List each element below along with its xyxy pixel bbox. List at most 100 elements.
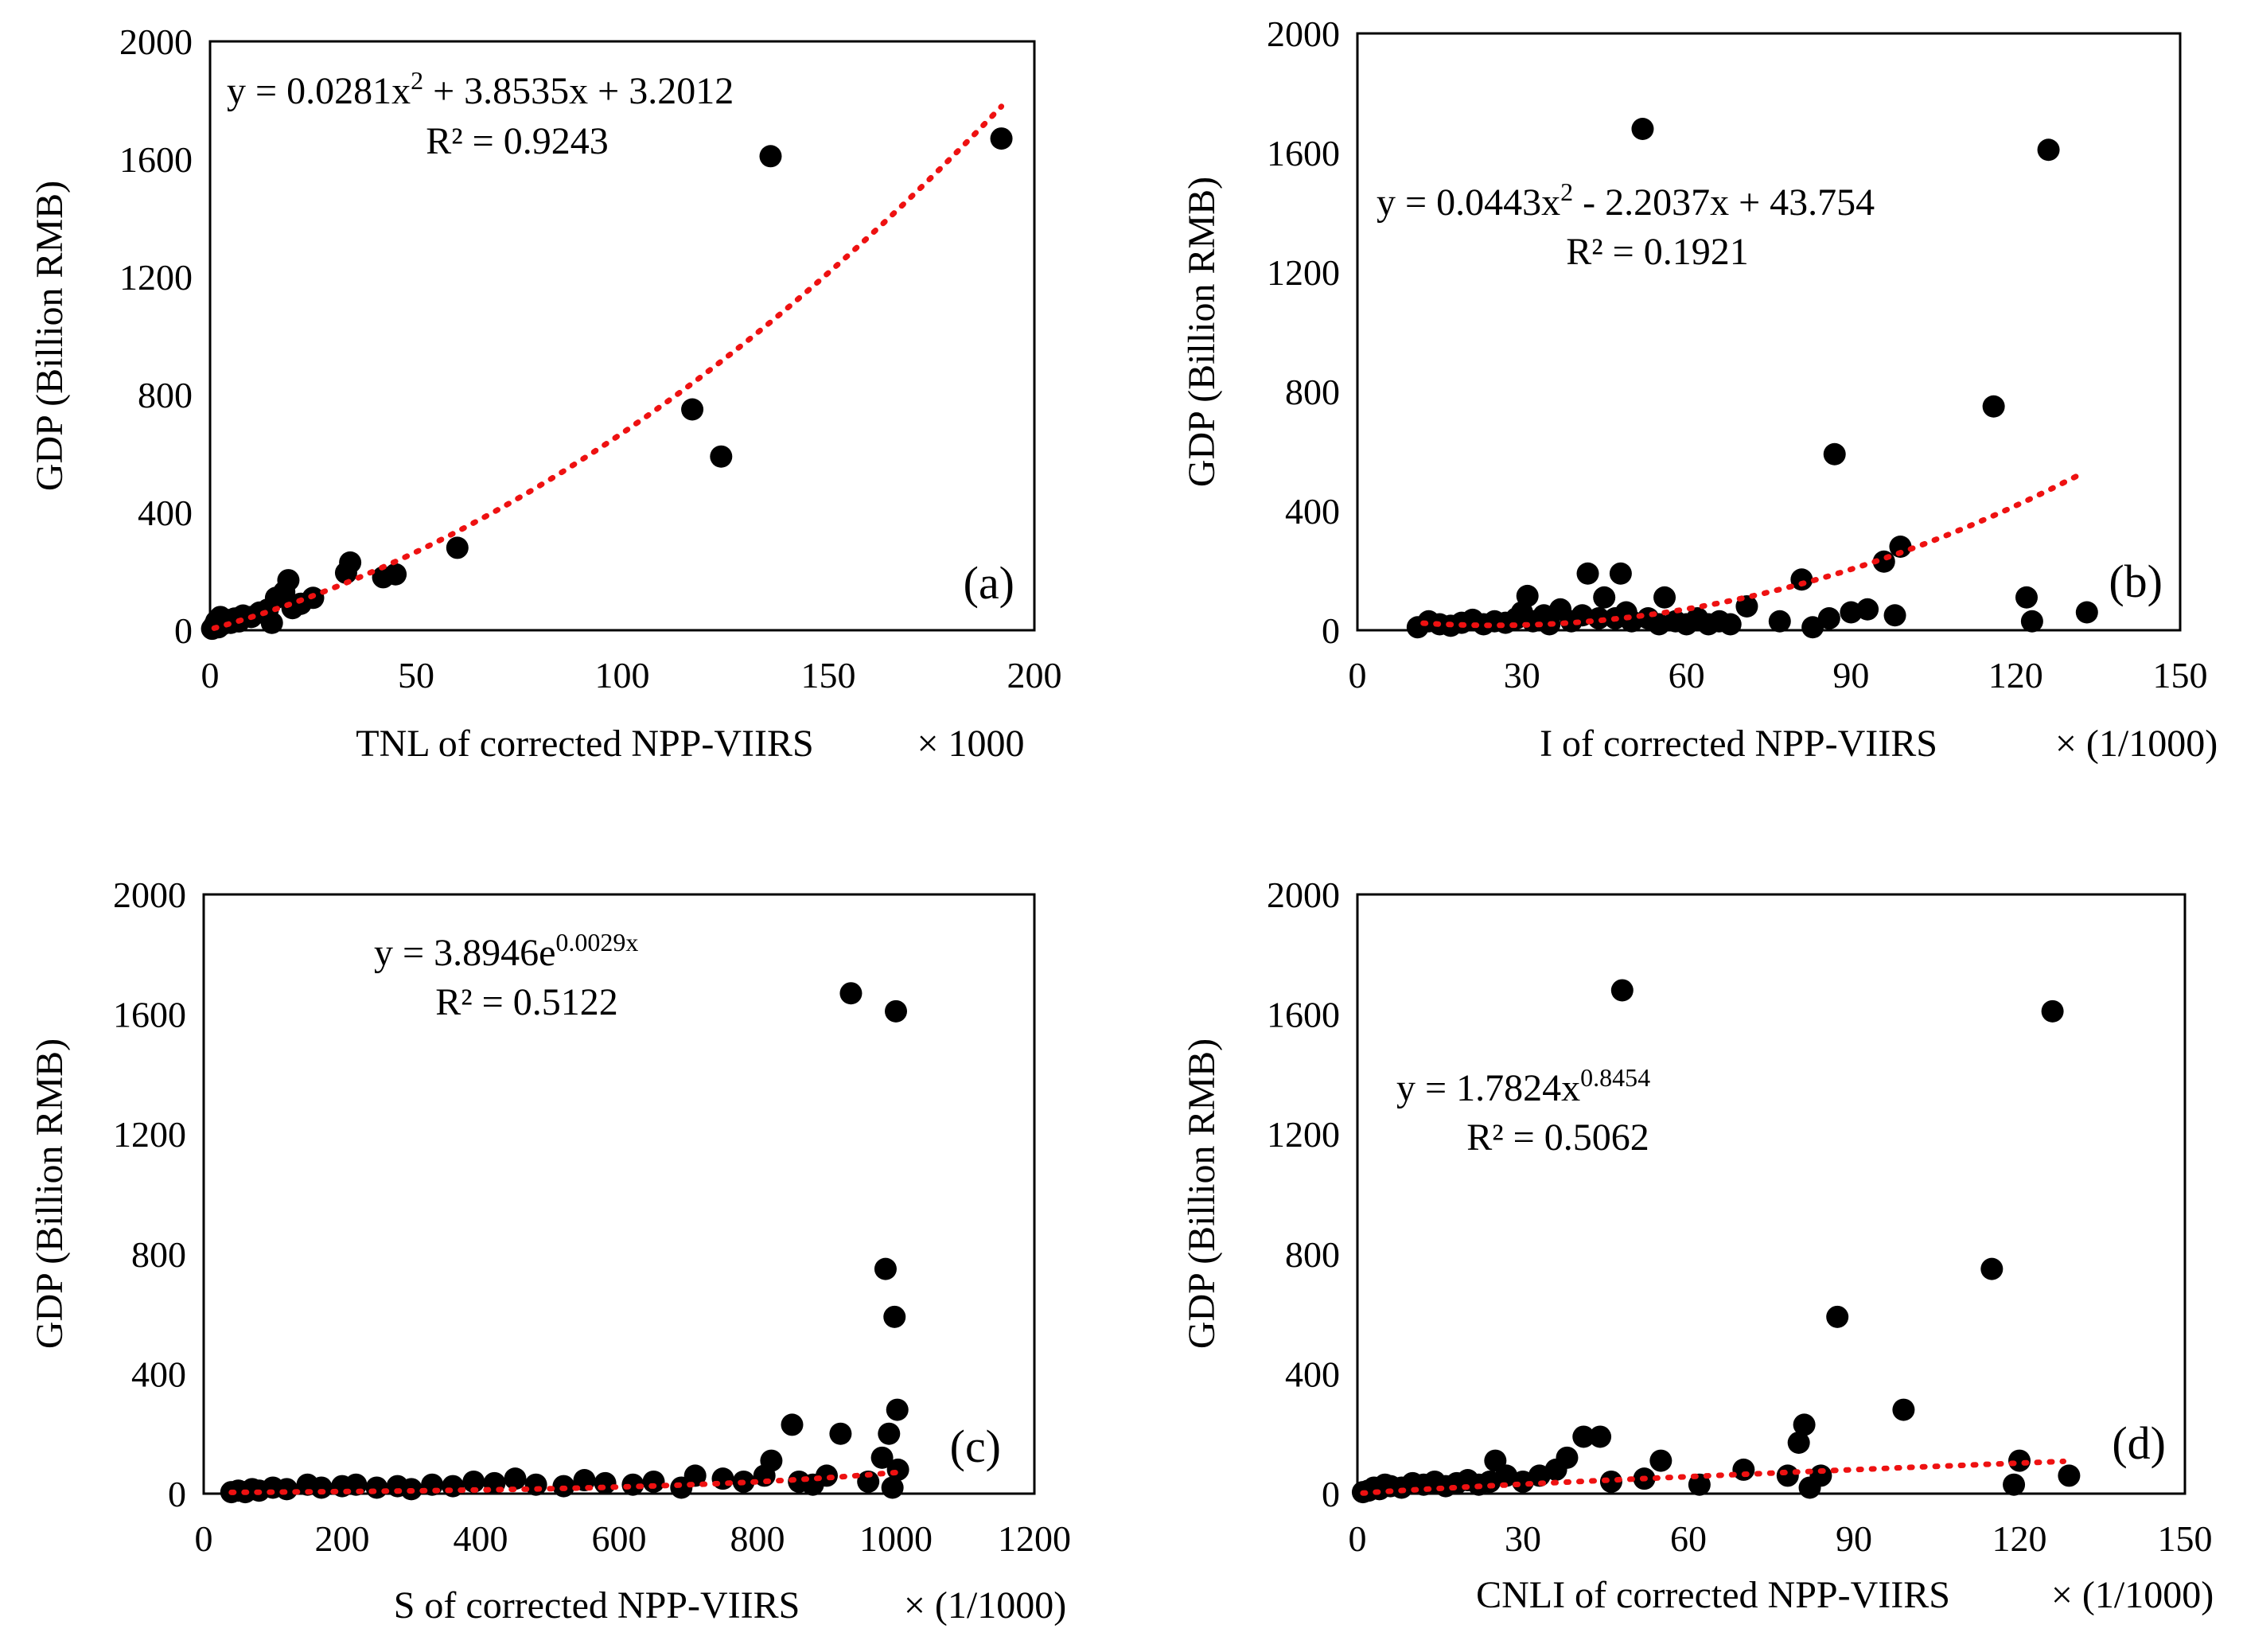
data-point [886,1398,909,1421]
x-axis-title: I of corrected NPP-VIIRS [1540,723,1937,765]
panel-label: (d) [2112,1417,2166,1469]
panel-a: 0 400 800 1200 1600 2000 0 50 100 150 200 GDP (Bill… [29,21,1062,765]
y-tick-label: 2000 [1267,14,1340,54]
x-tick-label: 50 [398,655,434,695]
y-tick-label: 800 [131,1234,186,1275]
y-tick-label: 800 [1285,372,1340,412]
data-point [2037,138,2060,162]
y-axis-title: GDP (Billion RMB) [1181,177,1223,487]
x-tick-label: 1000 [859,1518,933,1559]
data-point [1599,1470,1622,1493]
panel-d: 0 400 800 1200 1600 2000 0 30 60 90 120 150 GDP (Bil… [1181,875,2214,1616]
y-tick-label: 1600 [113,995,186,1035]
r-squared: R² = 0.9243 [426,120,608,162]
data-point [1732,1458,1755,1481]
panel-c: 0 400 800 1200 1600 2000 0 200 400 600 800 1000 1200… [29,875,1071,1627]
data-point [442,1475,465,1498]
y-axis-title: GDP (Billion RMB) [29,1038,71,1349]
y-tick-label: 2000 [113,875,186,915]
x-tick-label: 1200 [998,1518,1071,1559]
data-point [365,1476,388,1499]
data-point [683,1464,707,1487]
x-axis-multiplier: × (1/1000) [2051,1574,2214,1616]
data-point [857,1470,880,1493]
y-axis-title: GDP (Billion RMB) [1181,1038,1223,1349]
data-point [1889,536,1912,558]
data-point [1787,1431,1810,1454]
data-point [1649,1449,1673,1472]
data-point [878,1422,901,1445]
trendline [1360,1458,2066,1496]
data-point [781,1413,804,1436]
data-point [759,145,782,168]
data-point [829,1422,852,1445]
y-tick-label: 2000 [1267,875,1340,915]
plot-area [208,40,1036,632]
x-axis-multiplier: × (1/1000) [904,1584,1066,1627]
trend-equation: y = 1.7824x0.8454 [1396,1063,1650,1109]
x-tick-label: 150 [801,655,856,695]
data-point [885,999,907,1023]
x-tick-label: 90 [1836,1518,1872,1559]
y-tick-label: 1600 [119,139,193,180]
data-point [1516,584,1539,607]
y-tick-label: 400 [1285,491,1340,532]
data-point [1883,604,1906,627]
data-point [2008,1449,2031,1472]
x-tick-label: 30 [1504,655,1540,695]
data-point [886,1458,909,1481]
data-point [1589,1425,1612,1448]
data-point [1982,395,2005,418]
data-point [642,1470,665,1493]
data-point [446,536,469,559]
data-point [1587,607,1610,629]
data-point [2020,610,2043,633]
data-point [1892,1398,1915,1421]
data-point [277,569,300,592]
data-point [1856,598,1879,621]
x-axis-multiplier: × (1/1000) [2055,723,2218,765]
data-point [1776,1464,1799,1487]
x-tick-label: 120 [1988,655,2043,695]
x-axis-title: CNLI of corrected NPP-VIIRS [1476,1574,1950,1616]
x-tick-label: 90 [1832,655,1869,695]
data-point [504,1467,527,1490]
panel-label: (c) [950,1420,1001,1472]
r-squared: R² = 0.5122 [435,981,617,1023]
data-point [462,1470,485,1493]
x-tick-label: 0 [201,655,220,695]
x-axis-title: S of corrected NPP-VIIRS [394,1584,800,1627]
x-tick-label: 0 [195,1518,213,1559]
y-tick-label: 1200 [1267,252,1340,293]
x-axis-title: TNL of corrected NPP-VIIRS [356,723,813,765]
x-tick-label: 600 [592,1518,647,1559]
y-tick-label: 1600 [1267,995,1340,1035]
y-tick-label: 2000 [119,21,193,62]
data-point [524,1473,547,1496]
data-point [883,1305,906,1328]
data-point [1610,979,1634,1002]
data-point [839,982,863,1005]
data-point [1980,1257,2004,1280]
data-point [1719,613,1742,636]
x-axis-multiplier: × 1000 [917,723,1024,765]
y-tick-label: 0 [168,1474,186,1514]
data-point [1648,613,1671,636]
x-tick-label: 60 [1670,1518,1707,1559]
data-point [1576,562,1599,585]
data-point [621,1473,644,1496]
data-point [1826,1305,1849,1328]
y-tick-label: 0 [1322,1474,1340,1514]
data-point [1609,562,1632,585]
data-point [260,611,283,634]
x-tick-label: 150 [2153,655,2208,695]
data-point [384,563,407,586]
x-tick-label: 0 [1349,1518,1367,1559]
y-tick-label: 400 [138,493,193,533]
data-point [760,1449,783,1472]
data-point [816,1464,838,1487]
data-point [1653,586,1676,609]
y-tick-label: 0 [1322,610,1340,651]
data-point [2003,1473,2026,1496]
y-tick-label: 1600 [1267,133,1340,173]
